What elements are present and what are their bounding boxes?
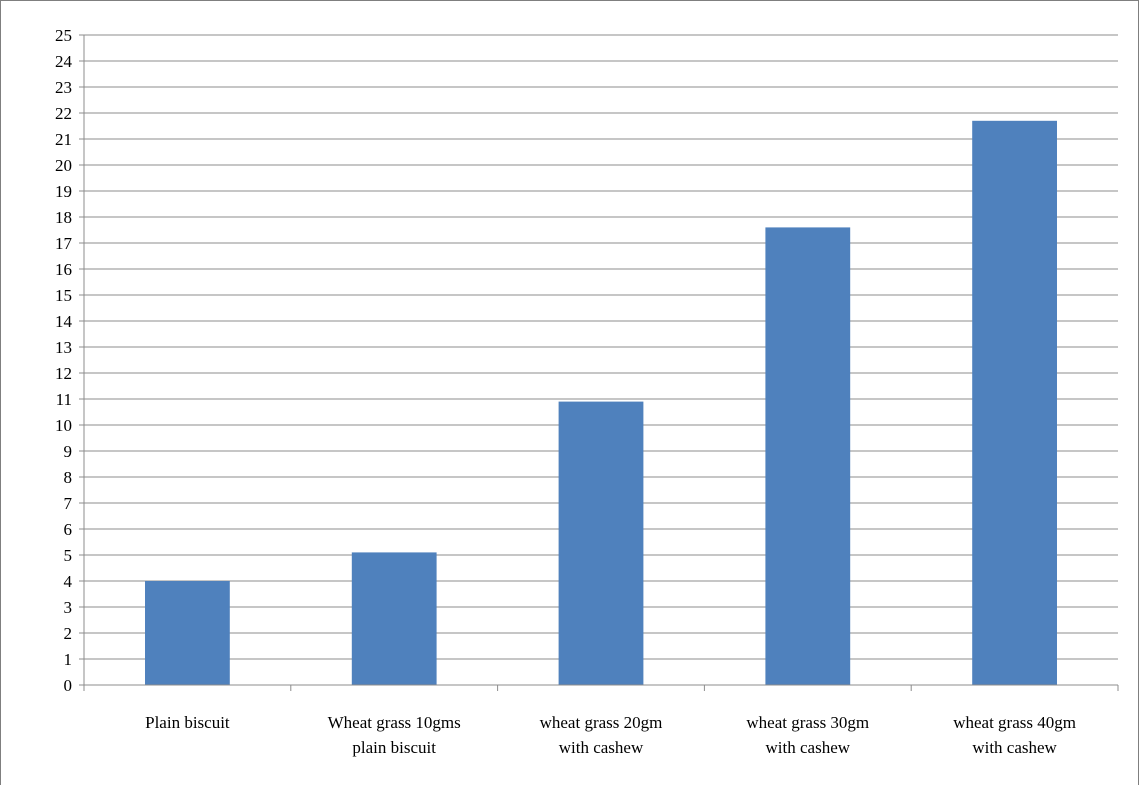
y-tick-label-13: 13 — [55, 338, 72, 357]
y-tick-label-22: 22 — [55, 104, 72, 123]
bar-0 — [145, 581, 230, 685]
bars — [145, 120, 1057, 686]
category-label-1: Wheat grass 10gms plain biscuit — [328, 713, 461, 757]
y-tick-label-12: 12 — [55, 364, 72, 383]
y-tick-label-17: 17 — [55, 234, 73, 253]
y-tick-label-24: 24 — [55, 52, 73, 71]
y-tick-label-9: 9 — [64, 442, 73, 461]
y-tick-label-1: 1 — [64, 650, 73, 669]
y-tick-label-25: 25 — [55, 26, 72, 45]
category-label-4: wheat grass 40gm with cashew — [953, 713, 1076, 757]
bar-1 — [351, 552, 437, 685]
bar-3 — [765, 227, 851, 685]
y-tick-label-10: 10 — [55, 416, 72, 435]
y-tick-label-5: 5 — [64, 546, 73, 565]
category-label-0: Plain biscuit — [145, 713, 230, 732]
y-tick-label-7: 7 — [64, 494, 73, 513]
category-label-2: wheat grass 20gm with cashew — [540, 713, 663, 757]
y-tick-label-14: 14 — [55, 312, 73, 331]
y-tick-label-16: 16 — [55, 260, 72, 279]
y-tick-label-6: 6 — [64, 520, 73, 539]
bar-2 — [558, 401, 644, 685]
grid-lines — [84, 34, 1118, 660]
bar-4 — [972, 120, 1057, 686]
category-label-3: wheat grass 30gm with cashew — [746, 713, 869, 757]
y-tick-label-4: 4 — [64, 572, 73, 591]
category-labels: Plain biscuit Wheat grass 10gms plain bisc… — [145, 713, 1076, 757]
y-tick-label-11: 11 — [56, 390, 72, 409]
y-tick-label-3: 3 — [64, 598, 73, 617]
y-tick-labels: 0123456789101112131415161718192021222324… — [55, 26, 73, 695]
y-tick-label-15: 15 — [55, 286, 72, 305]
y-tick-label-18: 18 — [55, 208, 72, 227]
y-tick-label-2: 2 — [64, 624, 73, 643]
y-tick-label-23: 23 — [55, 78, 72, 97]
y-tick-label-8: 8 — [64, 468, 73, 487]
y-tick-label-20: 20 — [55, 156, 72, 175]
y-tick-label-21: 21 — [55, 130, 72, 149]
y-tick-label-19: 19 — [55, 182, 72, 201]
axes — [79, 34, 1119, 691]
y-tick-label-0: 0 — [64, 676, 73, 695]
